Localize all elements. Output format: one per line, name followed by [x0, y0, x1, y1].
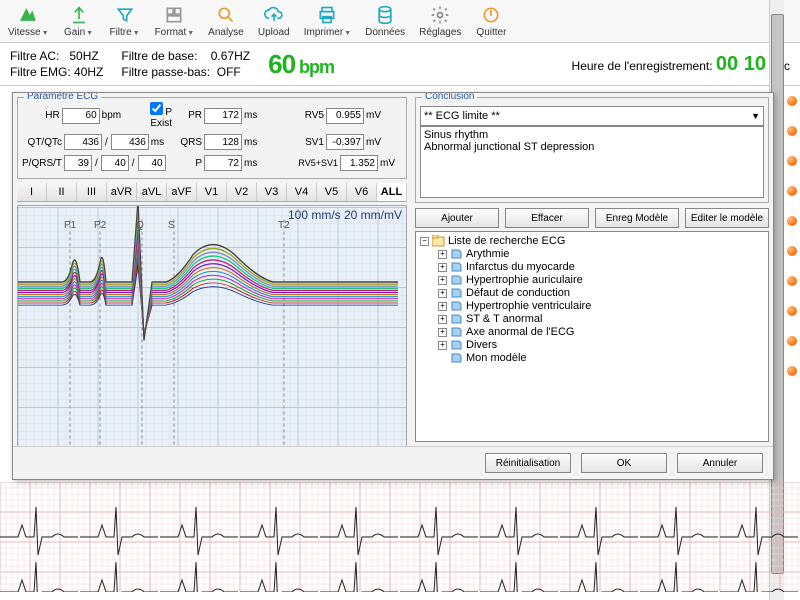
lead-tab-avf[interactable]: aVF: [167, 183, 197, 201]
marker-label: T2: [278, 220, 290, 231]
analyse-icon: [215, 4, 237, 26]
waveform-svg: [18, 206, 406, 446]
format-button[interactable]: Format▼: [151, 2, 199, 40]
add-button[interactable]: Ajouter: [415, 208, 499, 228]
qtc-input[interactable]: [111, 134, 149, 150]
dialog-footer: Réinitialisation OK Annuler: [13, 446, 773, 479]
upload-icon: [263, 4, 285, 26]
ecg-search-tree[interactable]: −Liste de recherche ECG+Arythmie+Infarct…: [415, 231, 769, 442]
analysis-dialog: Paramètre ECG HR bpm P Exist PR ms RV: [12, 92, 774, 480]
vitesse-button[interactable]: Vitesse▼: [4, 2, 53, 40]
filter-icon: [114, 4, 136, 26]
marker-label: Q: [136, 220, 144, 231]
lead-tab-v4[interactable]: V4: [287, 183, 317, 201]
chevron-down-icon: ▼: [751, 111, 760, 121]
qt-input[interactable]: [64, 134, 102, 150]
lead-tab-i[interactable]: I: [17, 183, 47, 201]
left-pane: Paramètre ECG HR bpm P Exist PR ms RV: [13, 93, 411, 446]
tree-root[interactable]: −Liste de recherche ECG: [420, 235, 764, 247]
speed-gain-label: 100 mm/s 20 mm/mV: [288, 208, 402, 222]
conclusion-textarea[interactable]: Sinus rhythmAbnormal junctional ST depre…: [420, 126, 764, 198]
power-icon: [480, 4, 502, 26]
qrs-input[interactable]: [204, 134, 242, 150]
tree-item[interactable]: +Hypertrophie auriculaire: [420, 274, 764, 286]
conclusion-button-row: Ajouter Effacer Enreg Modèle Editer le m…: [415, 208, 769, 228]
rv5sv1-input[interactable]: [340, 155, 378, 171]
tree-item[interactable]: +Divers: [420, 339, 764, 351]
data-icon: [374, 4, 396, 26]
analyse-button[interactable]: Analyse: [204, 2, 248, 40]
cancel-button[interactable]: Annuler: [677, 453, 763, 473]
conclusion-group: Conclusion ** ECG limite **▼ Sinus rhyth…: [415, 97, 769, 203]
imprimer-button[interactable]: Imprimer▼: [300, 2, 355, 40]
clear-button[interactable]: Effacer: [505, 208, 589, 228]
reglages-button[interactable]: Réglages: [415, 2, 465, 40]
conclusion-select[interactable]: ** ECG limite **▼: [420, 106, 764, 126]
p-axis-input[interactable]: [64, 155, 92, 171]
lead-indicator-dots: [787, 96, 797, 376]
upload-button[interactable]: Upload: [254, 2, 294, 40]
waveform-area: 100 mm/s 20 mm/mV P1 P2 Q S T2: [17, 205, 407, 446]
marker-label: P2: [94, 220, 106, 231]
reset-button[interactable]: Réinitialisation: [485, 453, 571, 473]
gain-icon: [68, 4, 90, 26]
tree-item[interactable]: +Arythmie: [420, 248, 764, 260]
gain-button[interactable]: Gain▼: [59, 2, 99, 40]
format-icon: [163, 4, 185, 26]
lead-tab-v2[interactable]: V2: [227, 183, 257, 201]
lead-tab-avr[interactable]: aVR: [107, 183, 137, 201]
gear-icon: [429, 4, 451, 26]
t-axis-input[interactable]: [138, 155, 166, 171]
filter-status-left: Filtre AC: 50HZ Filtre EMG: 40HZ: [10, 48, 103, 80]
tree-item[interactable]: Mon modèle: [420, 352, 764, 364]
toolbar: Vitesse▼Gain▼Filtre▼Format▼AnalyseUpload…: [0, 0, 800, 43]
background-ecg-strip: [0, 482, 800, 592]
speed-icon: [17, 4, 39, 26]
sv1-input[interactable]: [326, 134, 364, 150]
tree-item[interactable]: +Infarctus du myocarde: [420, 261, 764, 273]
lead-tab-v3[interactable]: V3: [257, 183, 287, 201]
edit-model-button[interactable]: Editer le modèle: [685, 208, 769, 228]
lead-tab-ii[interactable]: II: [47, 183, 77, 201]
filter-status-right: Filtre de base: 0.67HZ Filtre passe-bas:…: [121, 48, 250, 80]
tree-item[interactable]: +Axe anormal de l'ECG: [420, 326, 764, 338]
recording-time: Heure de l'enregistrement: 00 10 Sec: [572, 53, 790, 76]
group-title: Conclusion: [422, 93, 477, 102]
right-pane: Conclusion ** ECG limite **▼ Sinus rhyth…: [411, 93, 773, 446]
group-title: Paramètre ECG: [24, 93, 101, 102]
save-model-button[interactable]: Enreg Modèle: [595, 208, 679, 228]
lead-tab-avl[interactable]: aVL: [137, 183, 167, 201]
rv5-input[interactable]: [326, 108, 364, 124]
lead-tabs: IIIIIIaVRaVLaVFV1V2V3V4V5V6ALL: [17, 183, 407, 202]
tree-item[interactable]: +Défaut de conduction: [420, 287, 764, 299]
lead-tab-v6[interactable]: V6: [347, 183, 377, 201]
tree-item[interactable]: +ST & T anormal: [420, 313, 764, 325]
pexist-checkbox[interactable]: P Exist: [128, 102, 172, 129]
print-icon: [316, 4, 338, 26]
quitter-button[interactable]: Quitter: [471, 2, 511, 40]
p-input[interactable]: [204, 155, 242, 171]
qrs-axis-input[interactable]: [101, 155, 129, 171]
hr-input[interactable]: [62, 108, 100, 124]
ecg-parameters-group: Paramètre ECG HR bpm P Exist PR ms RV: [17, 97, 407, 179]
lead-tab-v5[interactable]: V5: [317, 183, 347, 201]
marker-label: P1: [64, 220, 76, 231]
lead-tab-v1[interactable]: V1: [197, 183, 227, 201]
lead-tab-all[interactable]: ALL: [377, 183, 407, 201]
lead-tab-iii[interactable]: III: [77, 183, 107, 201]
marker-label: S: [168, 220, 175, 231]
tree-item[interactable]: +Hypertrophie ventriculaire: [420, 300, 764, 312]
donnees-button[interactable]: Données: [361, 2, 409, 40]
pr-input[interactable]: [204, 108, 242, 124]
bpm-display: 60bpm: [268, 49, 334, 80]
filtre-button[interactable]: Filtre▼: [105, 2, 145, 40]
ok-button[interactable]: OK: [581, 453, 667, 473]
status-bar: Filtre AC: 50HZ Filtre EMG: 40HZ Filtre …: [0, 43, 800, 86]
